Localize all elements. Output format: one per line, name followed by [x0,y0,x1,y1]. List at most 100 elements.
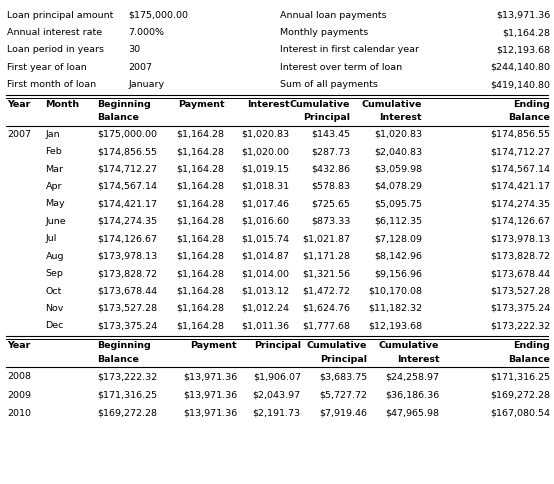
Text: $174,274.35: $174,274.35 [490,199,550,209]
Text: Interest: Interest [247,100,290,109]
Text: $174,421.17: $174,421.17 [97,199,157,209]
Text: $1,164.28: $1,164.28 [176,304,224,313]
Text: $171,316.25: $171,316.25 [490,372,550,381]
Text: $173,978.13: $173,978.13 [490,234,550,243]
Text: $173,375.24: $173,375.24 [97,321,157,331]
Text: First year of loan: First year of loan [7,63,87,72]
Text: $174,126.67: $174,126.67 [490,217,550,226]
Text: $1,017.46: $1,017.46 [242,199,290,209]
Text: $47,965.98: $47,965.98 [386,409,439,418]
Text: May: May [45,199,65,209]
Text: $3,683.75: $3,683.75 [319,372,367,381]
Text: January: January [129,80,165,90]
Text: $173,978.13: $173,978.13 [97,252,157,261]
Text: Jan: Jan [45,130,60,139]
Text: $1,019.15: $1,019.15 [242,165,290,174]
Text: $173,828.72: $173,828.72 [490,252,550,261]
Text: Loan period in years: Loan period in years [7,45,104,55]
Text: $173,375.24: $173,375.24 [490,304,550,313]
Text: Cumulative: Cumulative [362,100,422,109]
Text: $1,164.28: $1,164.28 [176,287,224,296]
Text: $1,014.00: $1,014.00 [242,269,290,278]
Text: $1,164.28: $1,164.28 [176,217,224,226]
Text: $7,919.46: $7,919.46 [319,409,367,418]
Text: $10,170.08: $10,170.08 [368,287,422,296]
Text: Balance: Balance [97,113,139,122]
Text: Interest over term of loan: Interest over term of loan [280,63,402,72]
Text: $2,040.83: $2,040.83 [374,147,422,156]
Text: $1,164.28: $1,164.28 [176,182,224,191]
Text: $1,020.83: $1,020.83 [374,130,422,139]
Text: $1,020.00: $1,020.00 [242,147,290,156]
Text: $173,222.32: $173,222.32 [490,321,550,331]
Text: Beginning: Beginning [97,100,151,109]
Text: $1,164.28: $1,164.28 [176,234,224,243]
Text: $1,014.87: $1,014.87 [242,252,290,261]
Text: Aug: Aug [45,252,64,261]
Text: 2009: 2009 [7,391,31,400]
Text: $143.45: $143.45 [311,130,350,139]
Text: $5,727.72: $5,727.72 [319,391,367,400]
Text: $175,000.00: $175,000.00 [129,11,188,20]
Text: Month: Month [45,100,80,109]
Text: $1,171.28: $1,171.28 [302,252,350,261]
Text: $1,015.74: $1,015.74 [242,234,290,243]
Text: Principal: Principal [320,355,367,364]
Text: $1,164.28: $1,164.28 [502,28,550,37]
Text: Balance: Balance [97,355,139,364]
Text: Ending: Ending [514,100,550,109]
Text: $3,059.98: $3,059.98 [374,165,422,174]
Text: $13,971.36: $13,971.36 [496,11,550,20]
Text: $4,078.29: $4,078.29 [374,182,422,191]
Text: $8,142.96: $8,142.96 [374,252,422,261]
Text: Annual loan payments: Annual loan payments [280,11,386,20]
Text: $169,272.28: $169,272.28 [97,409,157,418]
Text: Ending: Ending [514,341,550,350]
Text: Interest in first calendar year: Interest in first calendar year [280,45,419,55]
Text: $1,777.68: $1,777.68 [302,321,350,331]
Text: Principal: Principal [254,341,301,350]
Text: $1,164.28: $1,164.28 [176,165,224,174]
Text: $7,128.09: $7,128.09 [374,234,422,243]
Text: $419,140.80: $419,140.80 [490,80,550,90]
Text: $174,856.55: $174,856.55 [490,130,550,139]
Text: Year: Year [7,341,30,350]
Text: $13,971.36: $13,971.36 [183,391,237,400]
Text: $11,182.32: $11,182.32 [368,304,422,313]
Text: $1,164.28: $1,164.28 [176,130,224,139]
Text: $174,126.67: $174,126.67 [97,234,157,243]
Text: $1,164.28: $1,164.28 [176,321,224,331]
Text: $171,316.25: $171,316.25 [97,391,157,400]
Text: $1,164.28: $1,164.28 [176,269,224,278]
Text: $244,140.80: $244,140.80 [490,63,550,72]
Text: Sep: Sep [45,269,63,278]
Text: Cumulative: Cumulative [290,100,350,109]
Text: $1,011.36: $1,011.36 [242,321,290,331]
Text: $1,021.87: $1,021.87 [302,234,350,243]
Text: $5,095.75: $5,095.75 [374,199,422,209]
Text: $1,164.28: $1,164.28 [176,147,224,156]
Text: Cumulative: Cumulative [307,341,367,350]
Text: $1,013.12: $1,013.12 [242,287,290,296]
Text: Loan principal amount: Loan principal amount [7,11,114,20]
Text: $1,012.24: $1,012.24 [242,304,290,313]
Text: Monthly payments: Monthly payments [280,28,368,37]
Text: First month of loan: First month of loan [7,80,96,90]
Text: $578.83: $578.83 [311,182,350,191]
Text: $1,016.60: $1,016.60 [242,217,290,226]
Text: Jul: Jul [45,234,57,243]
Text: $1,164.28: $1,164.28 [176,252,224,261]
Text: $12,193.68: $12,193.68 [368,321,422,331]
Text: Dec: Dec [45,321,64,331]
Text: $167,080.54: $167,080.54 [490,409,550,418]
Text: $36,186.36: $36,186.36 [385,391,439,400]
Text: $13,971.36: $13,971.36 [183,372,237,381]
Text: 2010: 2010 [7,409,31,418]
Text: Interest: Interest [397,355,439,364]
Text: 7.000%: 7.000% [129,28,165,37]
Text: Year: Year [7,100,30,109]
Text: $9,156.96: $9,156.96 [374,269,422,278]
Text: 2007: 2007 [7,130,31,139]
Text: $432.86: $432.86 [311,165,350,174]
Text: $174,421.17: $174,421.17 [490,182,550,191]
